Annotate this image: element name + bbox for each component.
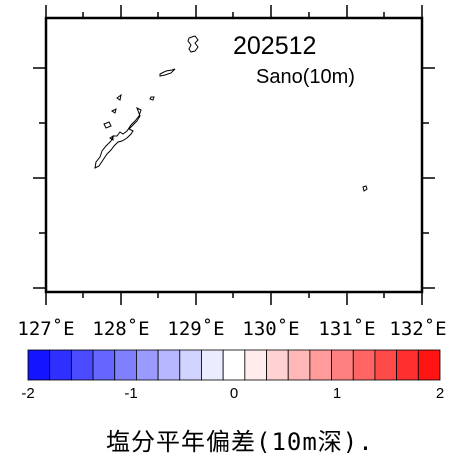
colorbar-box (157, 349, 181, 381)
colorbar (27, 349, 441, 381)
colorbar-box (92, 349, 116, 381)
colorbar-box (266, 349, 289, 381)
colorbar-box (417, 349, 441, 381)
colorbar-box (352, 349, 376, 381)
islet-2 (149, 96, 155, 101)
colorbar-box (201, 349, 224, 381)
island-amami (187, 35, 199, 53)
island-daito (362, 185, 368, 192)
colorbar-label-0: 0 (229, 385, 239, 402)
lon-label-129: 129˚E (167, 318, 225, 340)
colorbar-box (114, 349, 137, 381)
island-tokunoshima (159, 68, 176, 77)
map-subtitle: Sano(10m) (256, 66, 355, 88)
lon-label-130: 130˚E (242, 318, 300, 340)
lon-label-127: 127˚E (17, 318, 75, 340)
islet-3 (111, 108, 117, 114)
map-frame (44, 16, 424, 294)
colorbar-box (179, 349, 202, 381)
colorbar-box (396, 349, 419, 381)
coastlines (94, 35, 368, 192)
lon-label-128: 128˚E (92, 318, 150, 340)
colorbar-label-neg2: -2 (21, 385, 35, 402)
islet-1 (116, 93, 122, 101)
map-ticks (33, 5, 435, 305)
colorbar-label-neg1: -1 (124, 385, 138, 402)
colorbar-box (222, 349, 246, 381)
colorbar-box (287, 349, 311, 381)
lon-label-131: 131˚E (318, 318, 376, 340)
map-title: 202512 (233, 32, 317, 60)
lon-label-132: 132˚E (389, 318, 447, 340)
colorbar-box (309, 349, 332, 381)
colorbar-box (244, 349, 267, 381)
colorbar-label-2: 2 (435, 385, 445, 402)
colorbar-box (70, 349, 94, 381)
island-okinawa (94, 106, 142, 169)
colorbar-box (374, 349, 398, 381)
islet-4 (103, 121, 112, 129)
colorbar-box (27, 349, 51, 381)
colorbar-box (49, 349, 72, 381)
colorbar-box (136, 349, 159, 381)
colorbar-box (331, 349, 354, 381)
map-caption: 塩分平年偏差(10m深). (106, 428, 374, 456)
islet-5 (109, 135, 114, 141)
colorbar-label-1: 1 (332, 385, 342, 402)
